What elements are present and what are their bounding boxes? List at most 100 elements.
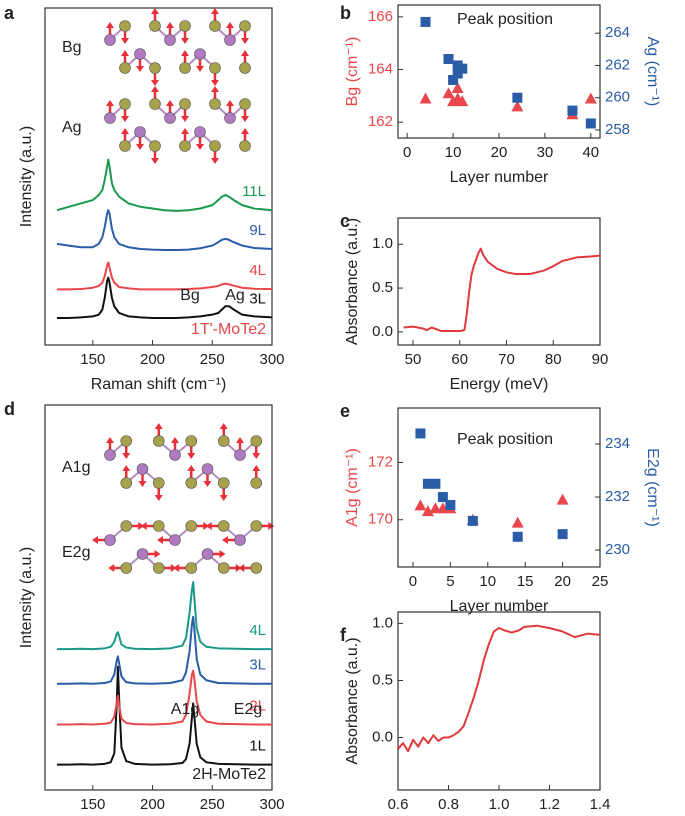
x-tick-label: 70 — [498, 351, 515, 368]
arrow-head — [181, 38, 189, 44]
arrow-head — [211, 80, 219, 86]
y2-tick-label: 234 — [605, 435, 630, 452]
square-marker — [512, 92, 523, 103]
atom — [185, 477, 198, 489]
y-tick-label: 162 — [368, 113, 393, 130]
x-axis-label: Energy (meV) — [450, 376, 549, 393]
atom — [239, 140, 251, 152]
arrow-head — [241, 38, 249, 44]
atom — [104, 449, 116, 461]
arrow-head — [203, 481, 212, 487]
arrow-head — [92, 536, 98, 544]
y-axis-label: Intensity (a.u.) — [18, 547, 35, 648]
x-tick-label: 10 — [445, 144, 462, 161]
arrow-head — [181, 128, 189, 134]
x-tick-label: 5 — [446, 573, 454, 590]
annotation: Bg — [180, 287, 200, 304]
triangle-marker — [584, 92, 597, 104]
arrow-head — [187, 453, 196, 459]
inset-label: Ag — [62, 119, 82, 136]
annotation: A1g — [171, 701, 199, 718]
arrow-head — [241, 50, 249, 56]
y-tick-label: 0.0 — [372, 728, 393, 745]
inset-label: Bg — [62, 39, 82, 56]
x-tick-label: 25 — [592, 573, 609, 590]
atom — [217, 477, 230, 489]
series-label: 1L — [249, 738, 266, 755]
atom — [120, 520, 133, 532]
arrow-head — [236, 437, 244, 443]
triangle-marker — [511, 100, 524, 112]
atom — [185, 520, 198, 532]
arrow-head — [154, 495, 163, 501]
atom — [149, 140, 161, 152]
arrow-head — [241, 116, 249, 122]
y-tick-label: 0.5 — [372, 279, 393, 296]
series-label: 11L — [242, 183, 266, 200]
arrow-head — [151, 80, 159, 86]
atom — [169, 534, 181, 546]
arrow-head — [252, 453, 261, 459]
crystal-inset — [104, 86, 251, 164]
y-axis-label: Intensity (a.u.) — [18, 126, 35, 227]
triangle-marker — [442, 87, 455, 99]
atom — [239, 20, 251, 32]
x-tick-label: 250 — [200, 351, 225, 368]
arrow-head — [136, 66, 144, 72]
arrow-head — [136, 144, 144, 150]
triangle-marker — [414, 499, 427, 511]
y-axis-label: Absorbance (a.u.) — [344, 218, 361, 345]
series-label: 3L — [249, 657, 266, 674]
annotation: 2H-MoTe2 — [192, 766, 266, 783]
atom — [149, 62, 161, 74]
data-line — [397, 624, 601, 753]
square-marker — [457, 63, 468, 74]
atom — [120, 562, 133, 574]
arrow-head — [211, 86, 219, 92]
x-tick-label: 300 — [259, 351, 284, 368]
data-line — [56, 158, 273, 212]
arrow-head — [108, 564, 115, 572]
x-tick-label: 10 — [479, 573, 496, 590]
triangle-marker — [451, 81, 464, 93]
x-tick-label: 200 — [140, 796, 165, 813]
plot-frame — [44, 404, 273, 791]
y-axis-label: Absorbance (a.u.) — [344, 637, 361, 764]
arrow-head — [196, 66, 204, 72]
atom — [185, 562, 198, 574]
series-label: 4L — [249, 622, 266, 639]
atom — [209, 98, 221, 110]
atom — [119, 98, 131, 110]
data-line — [56, 581, 272, 651]
panel-letter: e — [340, 401, 350, 421]
arrow-head — [211, 158, 219, 164]
triangle-marker — [419, 92, 432, 104]
atom — [152, 520, 165, 532]
x-tick-label: 90 — [592, 351, 609, 368]
y2-axis-label: Ag (cm⁻¹) — [644, 37, 661, 107]
y2-tick-label: 264 — [605, 24, 630, 41]
data-line — [56, 209, 273, 251]
annotation: Peak position — [457, 11, 553, 28]
arrow-head — [268, 522, 275, 530]
x-tick-label: 1.2 — [539, 796, 560, 813]
arrow-head — [121, 128, 129, 134]
arrow-head — [219, 550, 226, 558]
crystal-inset — [92, 520, 275, 574]
arrow-head — [166, 100, 174, 106]
square-marker — [437, 492, 448, 503]
panel-letter: d — [4, 399, 15, 419]
atom — [179, 62, 191, 74]
y-axis-label: Bg (cm⁻¹) — [344, 37, 361, 107]
atom — [179, 140, 191, 152]
arrow-head — [106, 22, 114, 28]
atom — [149, 98, 161, 110]
y-tick-label: 1.0 — [372, 235, 393, 252]
x-tick-label: 15 — [517, 573, 534, 590]
y-tick-label: 170 — [368, 511, 393, 528]
arrow-head — [226, 100, 234, 106]
triangle-marker — [511, 516, 524, 528]
arrow-head — [151, 86, 159, 92]
atom — [119, 20, 131, 32]
